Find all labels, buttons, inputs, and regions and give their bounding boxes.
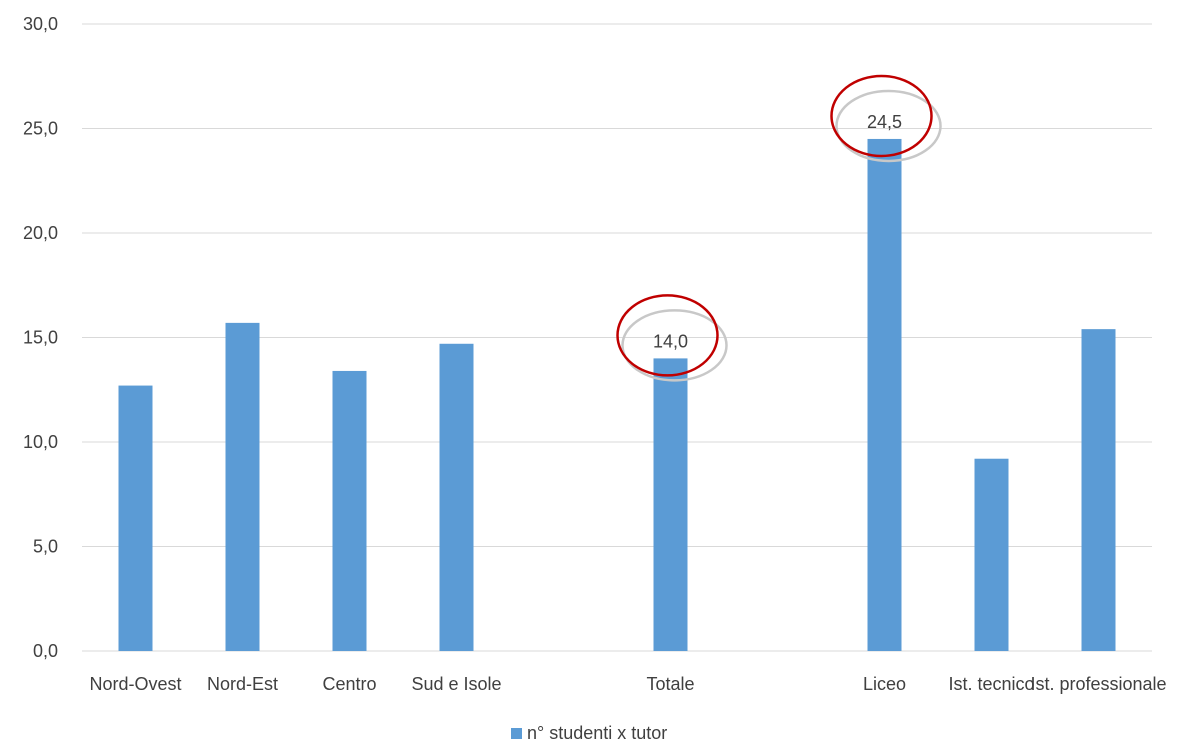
- bar: [439, 343, 474, 651]
- highlight-ring-shadow: [621, 309, 728, 382]
- y-tick-label: 20,0: [23, 223, 58, 243]
- y-axis-ticks: 0,0 5,0 10,0 15,0 20,0 25,0 30,0: [23, 14, 58, 661]
- x-tick-label: Centro: [322, 674, 376, 694]
- bar: [332, 370, 367, 651]
- highlight-ring: [616, 294, 719, 377]
- x-tick-label: Ist. tecnico: [948, 674, 1034, 694]
- highlight-ring: [830, 74, 933, 158]
- y-tick-label: 15,0: [23, 328, 58, 348]
- legend: n° studenti x tutor: [511, 723, 667, 743]
- bar: [1081, 329, 1116, 651]
- x-axis-labels: Nord-Ovest Nord-Est Centro Sud e Isole Total…: [89, 674, 1166, 694]
- x-tick-label: Liceo: [863, 674, 906, 694]
- x-tick-label: Sud e Isole: [411, 674, 501, 694]
- bar: [118, 385, 153, 651]
- data-label: 14,0: [653, 331, 688, 351]
- bar: [225, 322, 260, 651]
- y-tick-label: 30,0: [23, 14, 58, 34]
- bars: [118, 138, 1116, 651]
- bar: [867, 138, 902, 651]
- data-label: 24,5: [867, 112, 902, 132]
- annotations: 14,0 24,5: [616, 74, 942, 382]
- bar: [974, 458, 1009, 651]
- legend-swatch: [511, 728, 522, 739]
- x-tick-label: Nord-Est: [207, 674, 278, 694]
- x-tick-label: Ist. professionale: [1030, 674, 1166, 694]
- highlight-ring-shadow: [835, 89, 942, 163]
- bar: [653, 358, 688, 651]
- y-tick-label: 25,0: [23, 119, 58, 139]
- gridlines: [82, 23, 1152, 652]
- y-tick-label: 10,0: [23, 432, 58, 452]
- y-tick-label: 0,0: [33, 641, 58, 661]
- x-tick-label: Nord-Ovest: [89, 674, 181, 694]
- legend-label: n° studenti x tutor: [527, 723, 667, 743]
- y-tick-label: 5,0: [33, 537, 58, 557]
- x-tick-label: Totale: [646, 674, 694, 694]
